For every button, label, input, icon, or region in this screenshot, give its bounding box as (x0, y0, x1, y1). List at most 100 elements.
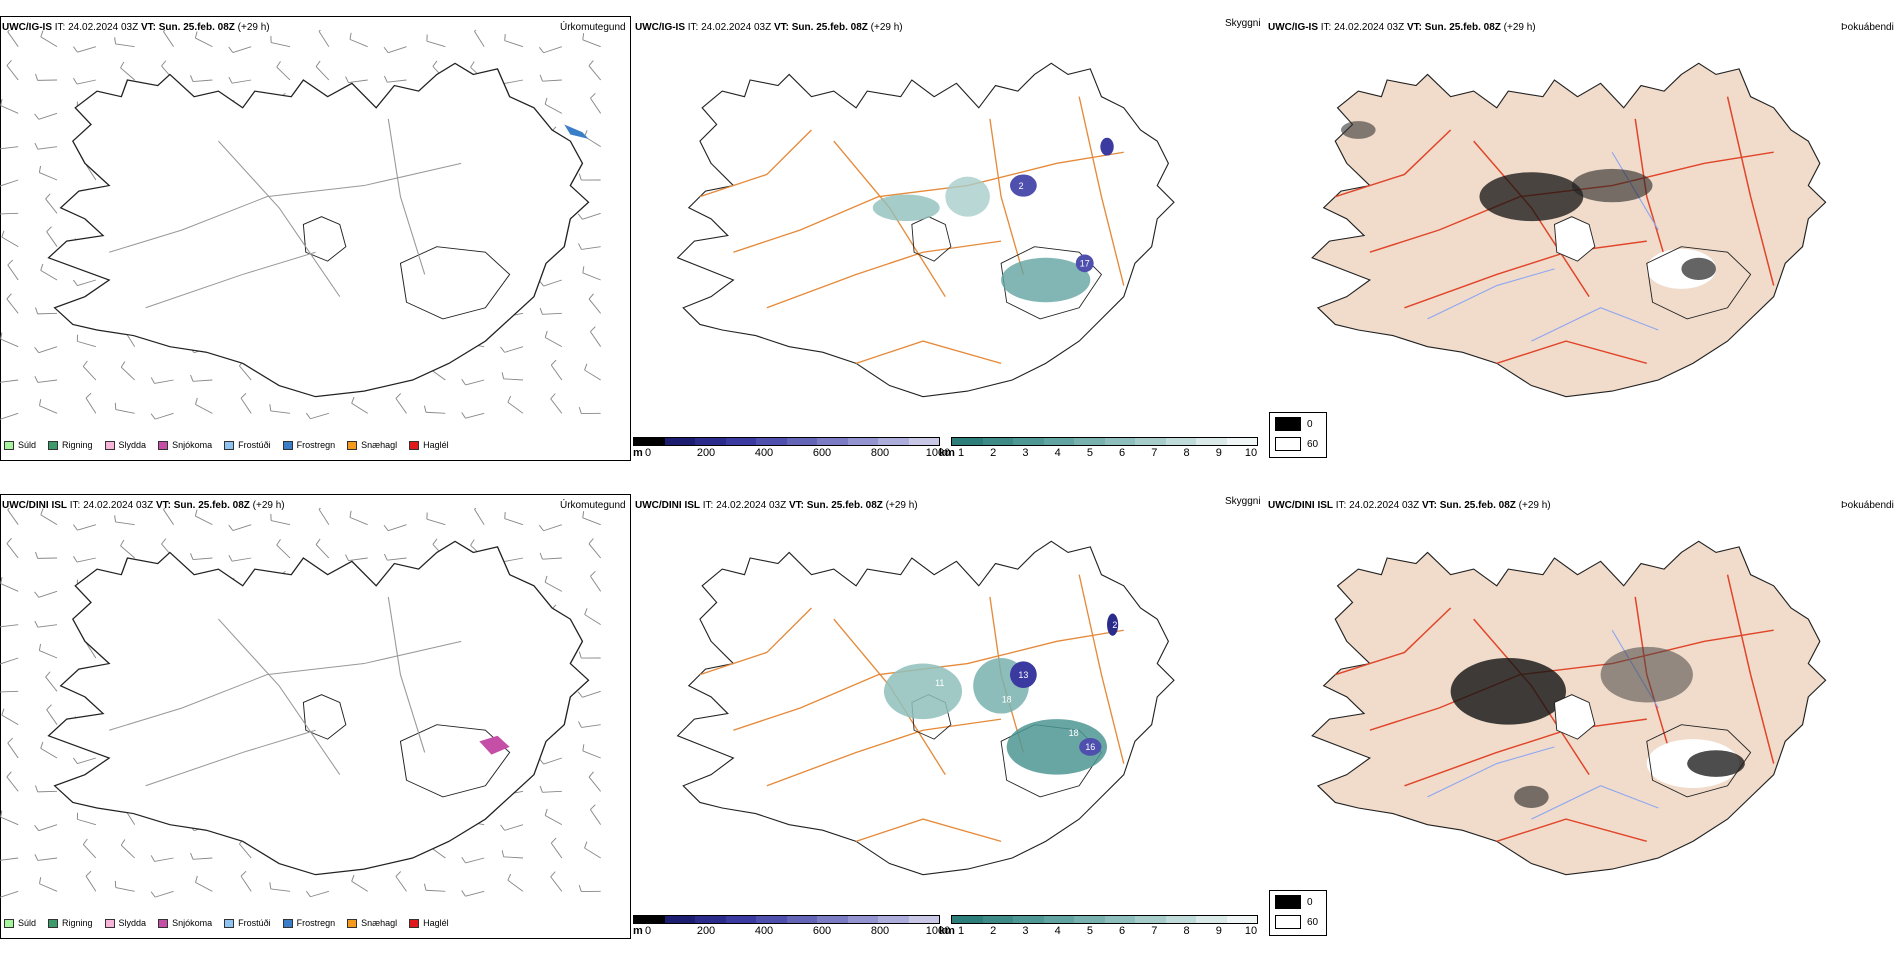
scale-tick: 7 (1151, 925, 1157, 937)
key-swatch (1275, 915, 1301, 929)
key-swatch (1275, 895, 1301, 909)
iceland-visibility-map: 2 20 17 (633, 30, 1213, 430)
visibility-panel-top: UWC/IG-IS IT: 24.02.2024 03Z VT: Sun. 25… (633, 0, 1266, 475)
legend-item: Slydda (105, 918, 147, 928)
scale-tick: 600 (813, 447, 831, 459)
legend-item: Frostregn (283, 440, 336, 450)
legend-swatch (4, 919, 14, 928)
legend-label: Frostregn (297, 440, 336, 450)
scale-tick: 8 (1183, 925, 1189, 937)
scale-tick: 9 (1216, 447, 1222, 459)
key-swatch (1275, 417, 1301, 431)
scale-tick: 0 (645, 447, 651, 459)
legend-item: Rigning (48, 918, 93, 928)
legend-swatch (409, 919, 419, 928)
legend-swatch (347, 441, 357, 450)
cloud-key: 0 60 (1269, 890, 1327, 936)
legend-swatch (48, 441, 58, 450)
scale-unit-km: km (939, 447, 955, 459)
scale-colors-km (951, 437, 1258, 446)
legend-label: Snjókoma (172, 918, 212, 928)
legend-label: Slydda (119, 918, 147, 928)
precip-legend: Súld Rigning Slydda Snjókoma Frostúði Frostre… (4, 918, 449, 928)
legend-label: Rigning (62, 918, 93, 928)
map-value-label: 18 (1002, 694, 1012, 704)
legend-label: Snæhagl (361, 440, 397, 450)
scale-tick: 800 (871, 925, 889, 937)
scale-tick: 10 (1245, 447, 1257, 459)
map-value-label: 17 (1080, 259, 1090, 269)
legend-label: Frostregn (297, 918, 336, 928)
legend-item: Snjókoma (158, 918, 212, 928)
scale-tick: 3 (1022, 925, 1028, 937)
map-value-label: 13 (1018, 670, 1028, 680)
iceland-wind-map (0, 508, 631, 908)
legend-swatch (283, 441, 293, 450)
legend-item: Frostúði (224, 918, 271, 928)
legend-item: Snæhagl (347, 918, 397, 928)
map-value-label: 2 (1112, 620, 1117, 630)
scale-tick: 400 (755, 925, 773, 937)
legend-item: Haglél (409, 918, 449, 928)
scale-tick: 4 (1055, 925, 1061, 937)
legend-item: Frostúði (224, 440, 271, 450)
map-value-label: 20 (1007, 205, 1017, 215)
legend-label: Snjókoma (172, 440, 212, 450)
iceland-wind-map (0, 30, 631, 430)
legend-swatch (158, 441, 168, 450)
legend-swatch (158, 919, 168, 928)
iceland-visibility-map: 2 18 16 13 11 18 (633, 508, 1213, 908)
iceland-fog-map (1266, 508, 1866, 908)
legend-label: Snæhagl (361, 918, 397, 928)
precip-legend: Súld Rigning Slydda Snjókoma Frostúði Frostre… (4, 440, 449, 450)
scale-colors-m (633, 915, 940, 924)
legend-label: Súld (18, 918, 36, 928)
scale-unit-km: km (939, 925, 955, 937)
legend-swatch (283, 919, 293, 928)
key-swatch (1275, 437, 1301, 451)
scale-tick: 1 (958, 925, 964, 937)
legend-item: Rigning (48, 440, 93, 450)
map-value-label: 2 (1019, 181, 1024, 191)
scale-tick: 5 (1087, 447, 1093, 459)
legend-swatch (105, 919, 115, 928)
legend-label: Rigning (62, 440, 93, 450)
scale-tick: 4 (1055, 447, 1061, 459)
scale-colors-m (633, 437, 940, 446)
legend-label: Frostúði (238, 440, 271, 450)
scale-tick: 9 (1216, 925, 1222, 937)
scale-tick: 1 (958, 447, 964, 459)
scale-tick: 200 (697, 447, 715, 459)
panel-type-label: Skyggni (1225, 18, 1261, 29)
scale-tick: 0 (645, 925, 651, 937)
scale-unit-m: m (633, 925, 643, 937)
legend-label: Slydda (119, 440, 147, 450)
legend-label: Frostúði (238, 918, 271, 928)
visibility-panel-bottom: UWC/DINI ISL IT: 24.02.2024 03Z VT: Sun.… (633, 478, 1266, 953)
scale-tick: 6 (1119, 447, 1125, 459)
legend-swatch (347, 919, 357, 928)
map-value-label: 11 (935, 678, 944, 688)
legend-swatch (48, 919, 58, 928)
scale-unit-m: m (633, 447, 643, 459)
legend-label: Súld (18, 440, 36, 450)
scale-colors-km (951, 915, 1258, 924)
map-value-label: 18 (1069, 728, 1079, 738)
legend-swatch (224, 441, 234, 450)
legend-swatch (224, 919, 234, 928)
legend-item: Snjókoma (158, 440, 212, 450)
scale-tick: 200 (697, 925, 715, 937)
legend-item: Snæhagl (347, 440, 397, 450)
panel-type-label: Skyggni (1225, 496, 1261, 507)
scale-tick: 8 (1183, 447, 1189, 459)
legend-item: Frostregn (283, 918, 336, 928)
scale-tick: 6 (1119, 925, 1125, 937)
legend-label: Haglél (423, 440, 449, 450)
fog-panel-bottom: UWC/DINI ISL IT: 24.02.2024 03Z VT: Sun.… (1266, 478, 1899, 953)
precip-type-panel-top: UWC/IG-IS IT: 24.02.2024 03Z VT: Sun. 25… (0, 0, 633, 475)
scale-tick: 10 (1245, 925, 1257, 937)
legend-item: Haglél (409, 440, 449, 450)
scale-tick: 3 (1022, 447, 1028, 459)
